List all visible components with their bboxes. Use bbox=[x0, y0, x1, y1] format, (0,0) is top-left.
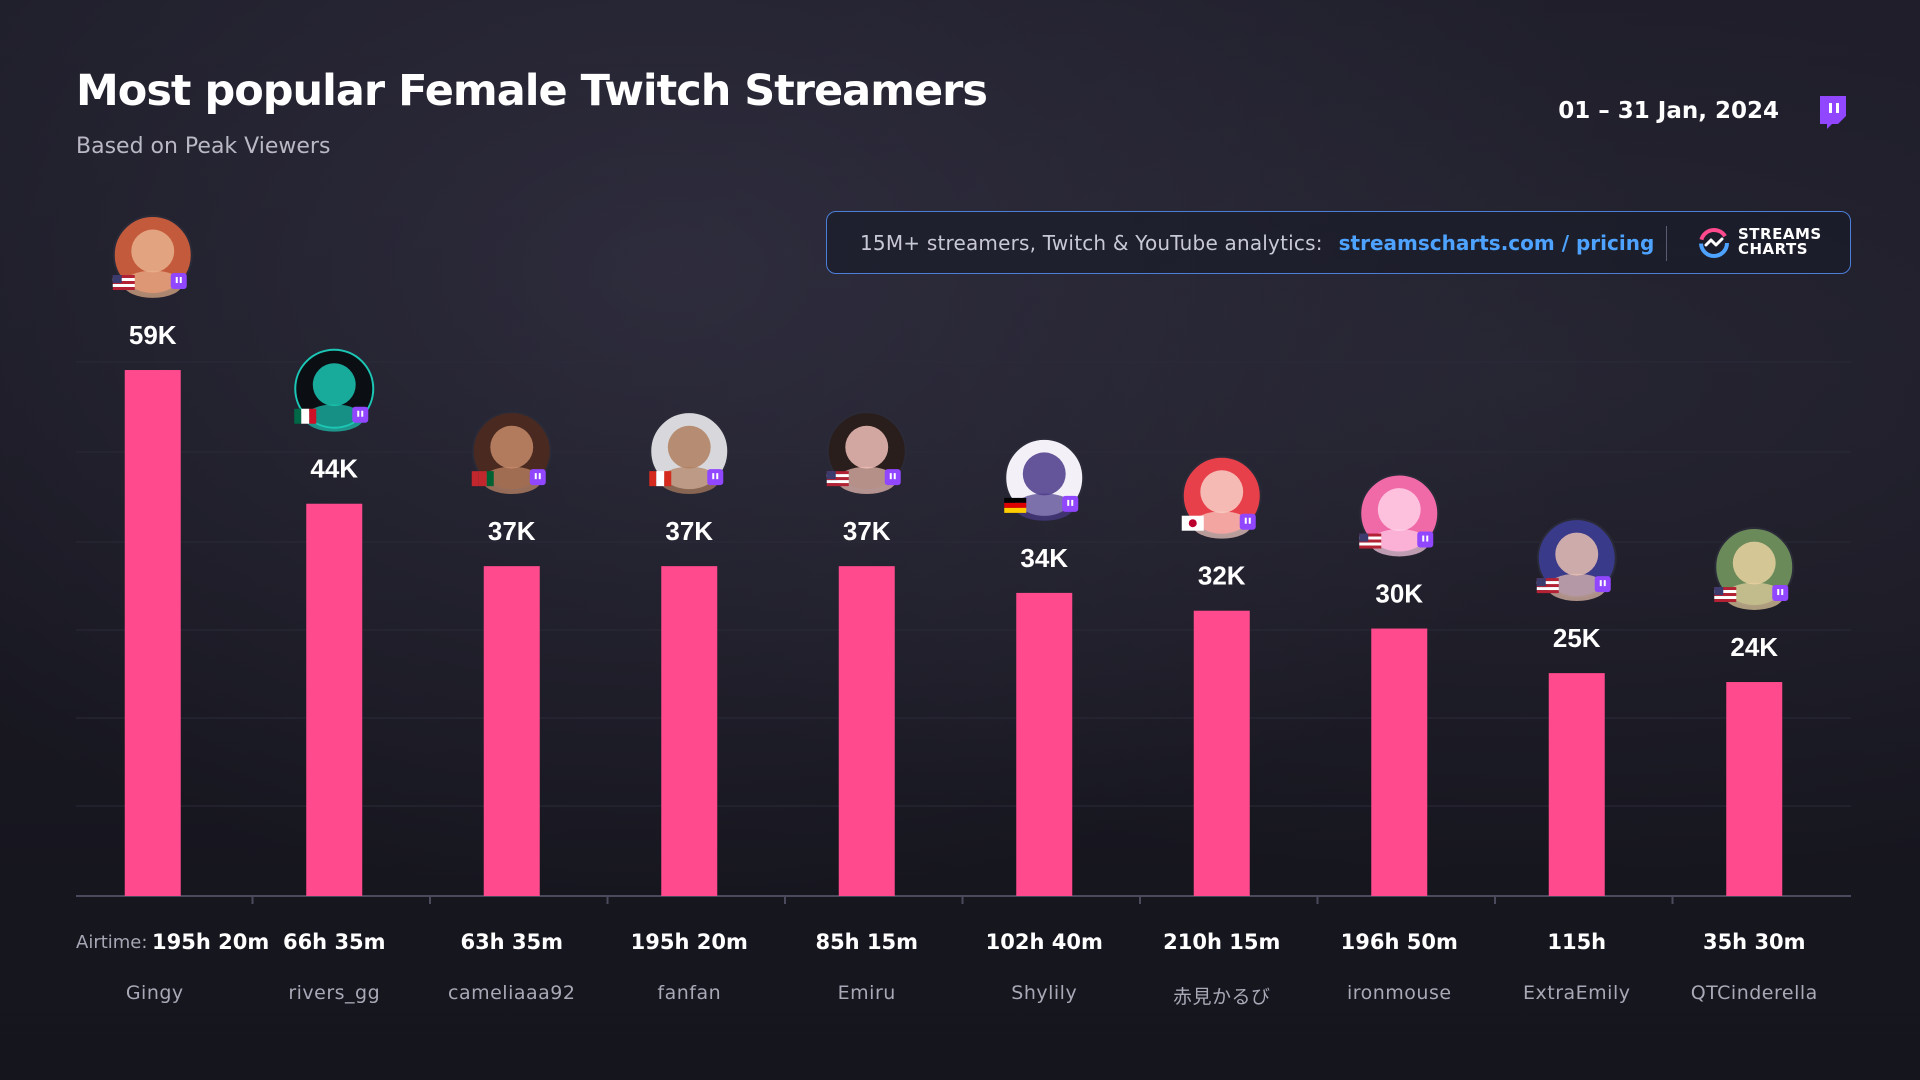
avatar bbox=[294, 348, 375, 432]
streamer-name[interactable]: rivers_gg bbox=[288, 982, 381, 1004]
avatar bbox=[826, 411, 907, 495]
promo-banner[interactable]: 15M+ streamers, Twitch & YouTube analyti… bbox=[826, 211, 1851, 274]
twitch-badge-icon bbox=[529, 469, 546, 486]
airtime-value: 102h 40m bbox=[985, 930, 1103, 954]
streamer-name[interactable]: ironmouse bbox=[1346, 982, 1452, 1004]
streams-charts-brand: STREAMS CHARTS bbox=[1738, 225, 1822, 258]
twitch-badge-icon bbox=[1594, 576, 1611, 593]
bar-value-label: 34K bbox=[1020, 543, 1068, 573]
bar-value-label: 44K bbox=[310, 454, 358, 484]
flag-icon bbox=[1004, 497, 1027, 513]
twitch-badge-icon bbox=[1772, 585, 1789, 602]
airtime-value: 35h 30m bbox=[1702, 930, 1806, 954]
flag-icon bbox=[1181, 515, 1204, 531]
airtime-value: 196h 50m bbox=[1340, 930, 1458, 954]
bar-value-label: 59K bbox=[129, 320, 177, 350]
avatar bbox=[1181, 455, 1262, 539]
flag-icon bbox=[471, 471, 494, 487]
promo-link[interactable]: streamscharts.com / pricing bbox=[1338, 230, 1655, 255]
flag-icon bbox=[826, 471, 849, 487]
flag-icon bbox=[294, 408, 317, 424]
twitch-badge-icon bbox=[1239, 513, 1256, 530]
bar bbox=[838, 566, 895, 896]
bar-value-label: 37K bbox=[843, 516, 891, 546]
streamer-name[interactable]: Shylily bbox=[1011, 982, 1078, 1004]
twitch-badge-icon bbox=[1417, 531, 1434, 548]
flag-icon bbox=[1536, 578, 1559, 594]
twitch-badge-icon bbox=[352, 406, 369, 423]
airtime-value: 195h 20m bbox=[630, 930, 748, 954]
bar-value-label: 25K bbox=[1553, 623, 1601, 653]
twitch-badge-icon bbox=[884, 469, 901, 486]
bar-value-label: 32K bbox=[1198, 561, 1246, 591]
chart-subtitle: Based on Peak Viewers bbox=[76, 134, 331, 159]
bar-value-label: 37K bbox=[665, 516, 713, 546]
airtime-value: 195h 20m bbox=[152, 930, 270, 954]
bar-value-label: 30K bbox=[1375, 579, 1423, 609]
promo-divider bbox=[1666, 226, 1667, 261]
airtime-value: 66h 35m bbox=[282, 930, 386, 954]
airtime-label: Airtime: bbox=[76, 932, 148, 953]
twitch-badge-icon bbox=[1062, 495, 1079, 512]
streamer-name[interactable]: cameliaaa92 bbox=[448, 982, 576, 1004]
streamer-name[interactable]: ExtraEmily bbox=[1523, 982, 1631, 1004]
flag-icon bbox=[1714, 587, 1737, 603]
bar bbox=[661, 566, 718, 896]
bar bbox=[1548, 673, 1605, 896]
streamer-name[interactable]: Emiru bbox=[837, 982, 896, 1004]
bar bbox=[1016, 592, 1073, 896]
flag-icon bbox=[112, 275, 135, 291]
airtime-value: 63h 35m bbox=[460, 930, 564, 954]
streamer-name[interactable]: Gingy bbox=[125, 982, 184, 1004]
flag-icon bbox=[649, 471, 672, 487]
date-range: 01 – 31 Jan, 2024 bbox=[1558, 98, 1779, 124]
airtime-value: 115h bbox=[1547, 930, 1607, 954]
bar-value-label: 37K bbox=[488, 516, 536, 546]
streamer-name[interactable]: 赤見かるび bbox=[1172, 986, 1271, 1008]
bar bbox=[306, 503, 363, 896]
airtime-value: 85h 15m bbox=[815, 930, 919, 954]
bar-value-label: 24K bbox=[1730, 632, 1778, 662]
bar bbox=[1371, 628, 1428, 896]
twitch-badge-icon bbox=[707, 469, 724, 486]
flag-icon bbox=[1359, 533, 1382, 549]
twitch-badge-icon bbox=[170, 273, 187, 290]
promo-text: 15M+ streamers, Twitch & YouTube analyti… bbox=[860, 230, 1323, 255]
chart-title: Most popular Female Twitch Streamers bbox=[76, 66, 988, 116]
bar bbox=[1726, 682, 1783, 896]
twitch-logo-icon bbox=[1820, 96, 1846, 129]
streams-charts-logo-icon bbox=[1699, 228, 1729, 258]
bar bbox=[124, 370, 181, 896]
bar bbox=[483, 566, 540, 896]
avatar bbox=[471, 411, 552, 495]
bar bbox=[1193, 610, 1250, 896]
streamer-name[interactable]: QTCinderella bbox=[1690, 982, 1818, 1004]
airtime-value: 210h 15m bbox=[1163, 930, 1281, 954]
streamer-name[interactable]: fanfan bbox=[657, 982, 722, 1004]
